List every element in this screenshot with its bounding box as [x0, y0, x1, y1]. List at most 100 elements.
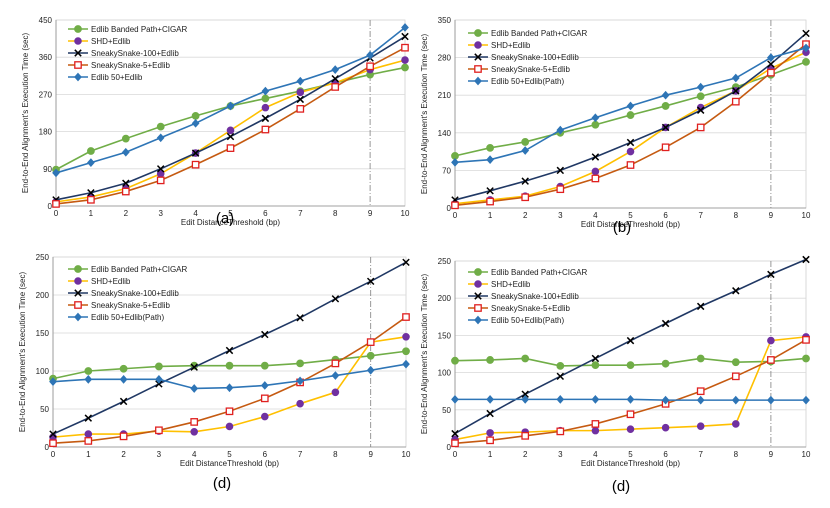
panel-caption: (b): [613, 219, 631, 236]
legend-entry: SneakySnake-100+Edlib: [491, 292, 579, 301]
y-axis-label: End-to-End Alignment's Execution Time (s…: [21, 33, 30, 194]
data-point: [190, 384, 199, 393]
data-point: [767, 395, 775, 405]
legend-entry: Edlib Banded Path+CIGAR: [91, 25, 188, 34]
x-tick-label: 8: [333, 450, 338, 459]
legend-entry: Edlib 50+Edlib(Path): [491, 316, 564, 325]
data-point: [486, 436, 494, 445]
data-point: [226, 126, 235, 135]
data-point: [696, 395, 705, 405]
data-point: [486, 143, 495, 152]
data-point: [402, 333, 410, 341]
legend: Edlib Banded Path+CIGAR SHD+Edlib SneakySn…: [468, 268, 588, 325]
data-point: [486, 187, 494, 195]
data-point: [191, 118, 200, 128]
data-point: [802, 395, 810, 405]
legend-entry: Edlib Banded Path+CIGAR: [491, 29, 588, 38]
chart-panel-3: 0 50 100 150 200 250 0 1 2 3 4 5 6 7 8 9 10 Edit Distance…: [18, 253, 411, 492]
data-point: [767, 68, 775, 77]
data-point: [331, 371, 340, 380]
y-tick-label: 100: [36, 367, 50, 376]
x-axis-label: Edit DistanceThreshold (bp): [581, 220, 680, 229]
data-point: [802, 29, 810, 38]
legend-entry: SneakySnake-5+Edlib: [491, 65, 570, 74]
y-axis-label: End-to-End Alignment's Execution Time (s…: [420, 34, 429, 195]
data-point: [401, 32, 409, 41]
data-point: [191, 149, 200, 157]
x-tick-label: 6: [663, 450, 668, 459]
data-point: [626, 361, 635, 370]
data-point: [626, 111, 635, 119]
data-point: [84, 430, 93, 438]
data-point: [661, 123, 670, 132]
x-tick-label: 7: [698, 450, 703, 459]
y-tick-label: 50: [40, 405, 49, 414]
data-point: [402, 313, 410, 321]
legend-entry: SneakySnake-5+Edlib: [91, 301, 170, 310]
data-point: [225, 346, 234, 355]
y-tick-label: 200: [438, 294, 452, 303]
data-point: [591, 113, 600, 123]
data-point: [331, 388, 340, 397]
panel-caption: (d): [213, 475, 231, 492]
data-point: [591, 426, 600, 435]
x-tick-label: 6: [663, 211, 668, 220]
legend-swatch-marker: [74, 37, 82, 45]
data-point: [626, 425, 635, 433]
series-4: [451, 336, 810, 448]
data-point: [119, 364, 128, 373]
y-tick-label: 200: [36, 291, 50, 300]
data-point: [731, 395, 740, 405]
data-point: [486, 155, 494, 165]
data-point: [802, 255, 810, 264]
legend-entry: SHD+Edlib: [491, 41, 531, 50]
legend-swatch-marker: [474, 53, 482, 61]
data-point: [261, 125, 270, 134]
series-5: [52, 23, 409, 178]
legend-swatch-marker: [474, 304, 482, 312]
data-point: [731, 358, 740, 367]
data-point: [591, 395, 600, 404]
x-tick-label: 0: [453, 450, 458, 459]
data-point: [401, 23, 409, 32]
data-point: [591, 361, 600, 370]
x-tick-label: 5: [628, 211, 633, 220]
legend-swatch-marker: [474, 29, 482, 37]
x-tick-label: 8: [734, 450, 739, 459]
data-point: [626, 147, 635, 156]
plot-area: [52, 256, 407, 448]
data-point: [366, 351, 375, 360]
x-tick-label: 10: [402, 450, 411, 459]
data-point: [49, 430, 57, 438]
y-tick-label: 140: [438, 129, 452, 138]
y-tick-label: 250: [438, 257, 452, 266]
data-point: [84, 375, 93, 384]
series-5: [451, 43, 810, 167]
data-point: [661, 102, 670, 110]
data-point: [155, 375, 163, 384]
x-tick-label: 9: [769, 450, 774, 459]
data-point: [696, 422, 705, 430]
x-tick-label: 5: [228, 209, 233, 218]
data-point: [119, 375, 128, 384]
x-tick-label: 1: [488, 450, 493, 459]
data-point: [87, 189, 95, 197]
legend-swatch-marker: [474, 280, 482, 288]
series-4: [451, 40, 810, 210]
data-point: [521, 431, 530, 440]
y-tick-label: 0: [447, 204, 452, 213]
data-point: [661, 319, 670, 328]
data-point: [401, 43, 409, 52]
data-point: [661, 359, 670, 368]
data-point: [119, 432, 128, 441]
x-tick-label: 3: [558, 450, 563, 459]
data-point: [802, 57, 810, 66]
plot-area: [55, 19, 406, 207]
data-point: [156, 176, 165, 185]
series-3: [52, 32, 409, 204]
data-point: [155, 380, 163, 388]
data-point: [191, 111, 200, 120]
data-point: [767, 53, 775, 62]
legend-swatch-marker: [74, 289, 82, 297]
